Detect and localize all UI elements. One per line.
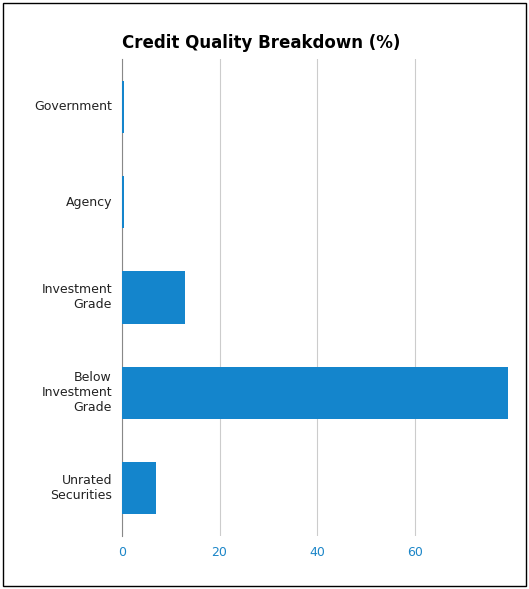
Text: Credit Quality Breakdown (%): Credit Quality Breakdown (%) (122, 34, 400, 52)
Bar (122, 81, 124, 133)
Bar (122, 176, 124, 229)
Bar (122, 271, 185, 324)
Bar (122, 366, 508, 419)
Bar (122, 462, 156, 514)
